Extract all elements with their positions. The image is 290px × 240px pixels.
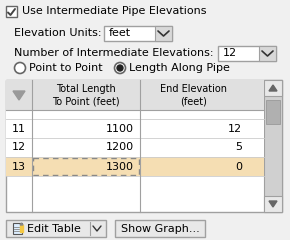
Bar: [259, 46, 276, 61]
Circle shape: [14, 62, 26, 73]
Bar: [264, 196, 282, 212]
Bar: [155, 26, 172, 41]
Bar: [6, 220, 106, 237]
Bar: [6, 80, 264, 110]
Text: 0: 0: [235, 162, 242, 172]
Text: Number of Intermediate Elevations:: Number of Intermediate Elevations:: [14, 48, 213, 58]
Text: 1100: 1100: [106, 124, 134, 133]
Bar: [33, 158, 139, 175]
Text: Length Along Pipe: Length Along Pipe: [129, 63, 230, 73]
Text: Edit Table: Edit Table: [27, 223, 81, 234]
Text: Total Length
To Point (feet): Total Length To Point (feet): [52, 84, 120, 106]
Text: 12: 12: [228, 124, 242, 133]
Polygon shape: [269, 85, 277, 91]
Bar: [6, 119, 264, 138]
Polygon shape: [269, 201, 277, 207]
Text: 11: 11: [12, 124, 26, 133]
Bar: [6, 138, 264, 157]
Bar: [218, 46, 276, 61]
Text: End Elevation
(feet): End Elevation (feet): [160, 84, 227, 106]
Text: feet: feet: [109, 29, 131, 38]
Bar: [264, 80, 282, 212]
Text: 1300: 1300: [106, 162, 134, 172]
Text: Use Intermediate Pipe Elevations: Use Intermediate Pipe Elevations: [22, 6, 206, 17]
Text: Show Graph...: Show Graph...: [121, 223, 200, 234]
Text: 12: 12: [12, 143, 26, 152]
Bar: [115, 220, 205, 237]
Bar: [104, 26, 172, 41]
Text: 12: 12: [223, 48, 237, 59]
Bar: [6, 110, 264, 119]
Polygon shape: [13, 91, 25, 100]
Polygon shape: [20, 225, 23, 232]
Text: 13: 13: [12, 162, 26, 172]
Text: Point to Point: Point to Point: [29, 63, 103, 73]
Bar: [264, 80, 282, 96]
Bar: [6, 157, 264, 176]
Bar: [13, 223, 22, 234]
Bar: [266, 100, 280, 124]
Text: 1200: 1200: [106, 143, 134, 152]
Bar: [6, 80, 282, 212]
Text: 5: 5: [235, 143, 242, 152]
Bar: [6, 6, 17, 17]
Circle shape: [115, 62, 126, 73]
Polygon shape: [20, 223, 23, 225]
Text: Elevation Units:: Elevation Units:: [14, 28, 102, 38]
Circle shape: [117, 65, 123, 71]
